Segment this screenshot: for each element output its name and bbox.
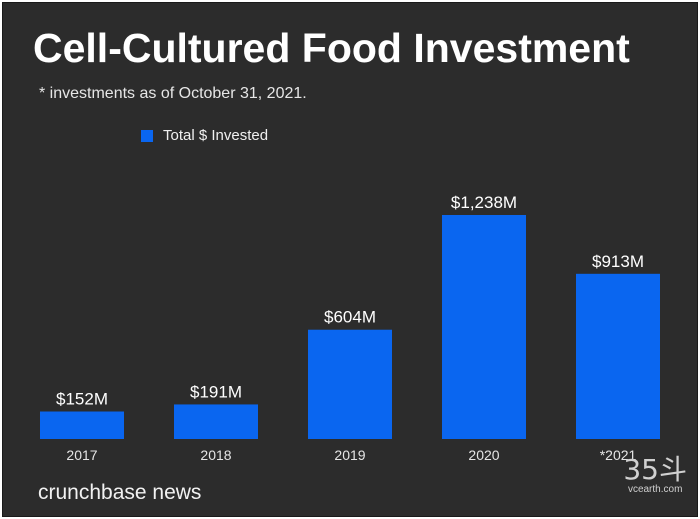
legend: Total $ Invested	[141, 127, 268, 144]
watermark-url: vcearth.com	[627, 484, 683, 495]
chart-subtitle: * investments as of October 31, 2021.	[39, 85, 307, 102]
watermark: 35斗 vcearth.com	[623, 456, 687, 496]
watermark-mark: 35斗	[623, 453, 687, 486]
data-label-2020: $1,238M	[451, 193, 517, 212]
bar-chart: $152M 2017 $191M 2018 $604M 2019 $1,238M 2020 $9…	[40, 193, 660, 463]
legend-swatch	[141, 129, 153, 142]
x-tick-label-2017: 2017	[66, 447, 97, 463]
bar-2018	[174, 404, 258, 439]
brand-logo-text: crunchbase news	[38, 481, 202, 504]
bar-2019	[308, 329, 392, 439]
data-label-2021: $913M	[592, 252, 644, 271]
legend-label: Total $ Invested	[163, 127, 269, 144]
x-tick-label-2021: *2021	[600, 447, 637, 463]
bar-2020	[442, 215, 526, 439]
bar-2021	[576, 273, 660, 439]
data-label-2017: $152M	[56, 389, 108, 408]
data-label-2018: $191M	[190, 382, 242, 401]
x-tick-label-2019: 2019	[334, 447, 365, 463]
x-tick-label-2020: 2020	[468, 447, 499, 463]
x-tick-label-2018: 2018	[200, 447, 231, 463]
data-label-2019: $604M	[324, 308, 376, 327]
bar-2017	[40, 411, 124, 439]
chart-title: Cell-Cultured Food Investment	[33, 25, 630, 71]
